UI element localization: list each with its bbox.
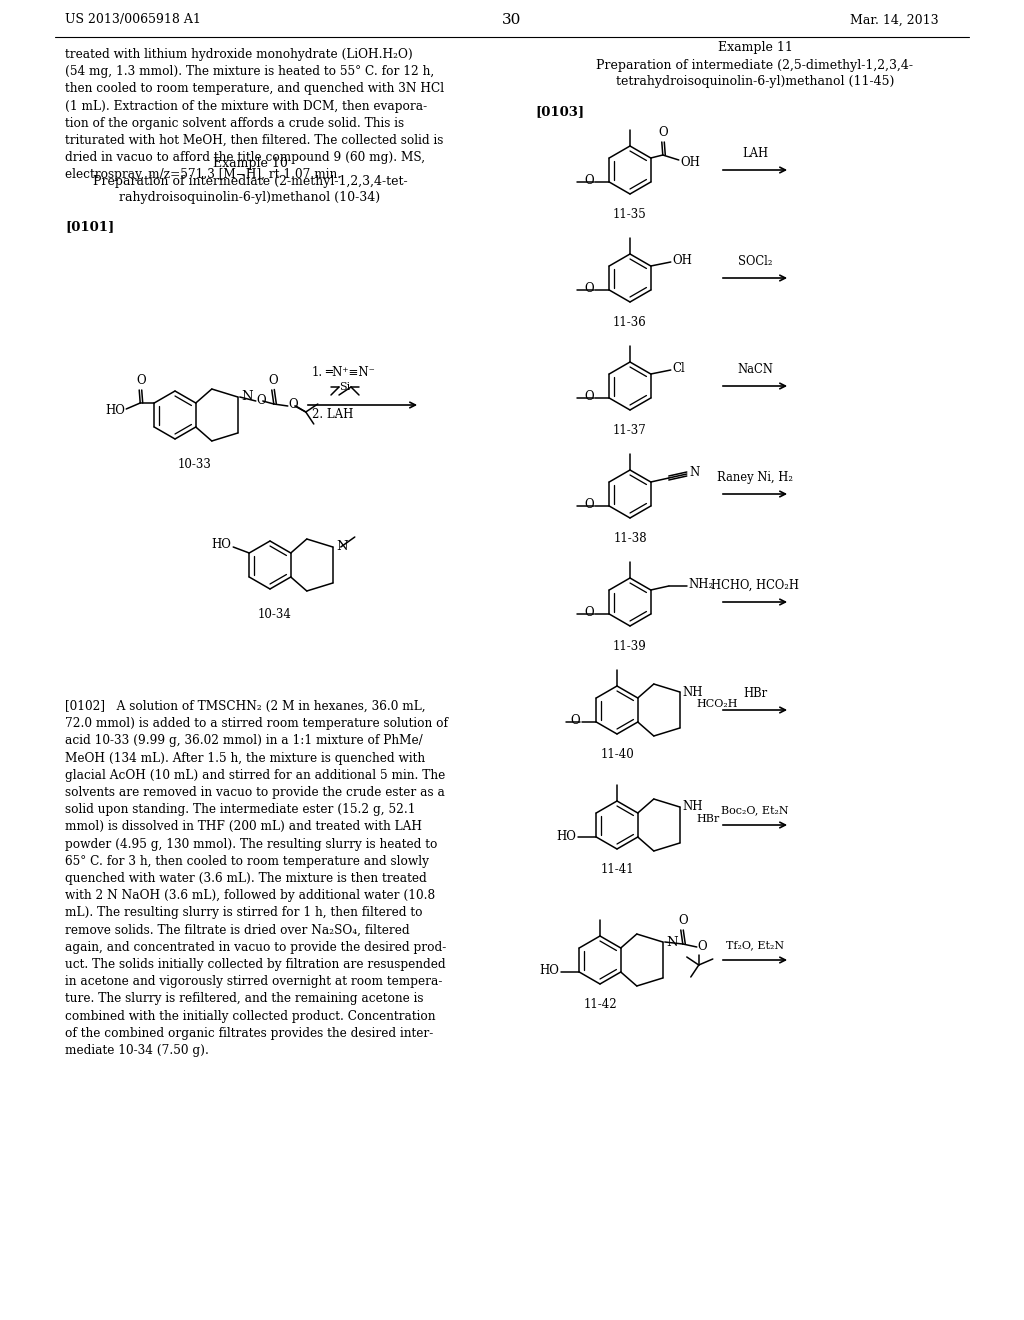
Text: SOCl₂: SOCl₂ (737, 255, 772, 268)
Text: HCHO, HCO₂H: HCHO, HCO₂H (711, 579, 799, 591)
Text: 11-37: 11-37 (613, 424, 647, 437)
Text: Mar. 14, 2013: Mar. 14, 2013 (850, 13, 939, 26)
Text: LAH: LAH (742, 147, 768, 160)
Text: Tf₂O, Et₂N: Tf₂O, Et₂N (726, 940, 784, 950)
Text: treated with lithium hydroxide monohydrate (LiOH.H₂O)
(54 mg, 1.3 mmol). The mix: treated with lithium hydroxide monohydra… (65, 48, 444, 181)
Text: Preparation of intermediate (2-methyl-1,2,3,4-tet-: Preparation of intermediate (2-methyl-1,… (93, 176, 408, 189)
Text: NH: NH (683, 800, 703, 813)
Text: NaCN: NaCN (737, 363, 773, 376)
Text: O: O (585, 174, 594, 187)
Text: O: O (697, 940, 708, 953)
Text: OH: OH (681, 156, 700, 169)
Text: NH₂: NH₂ (689, 578, 714, 590)
Text: N: N (667, 936, 679, 949)
Text: [0102]   A solution of TMSCHN₂ (2 M in hexanes, 36.0 mL,
72.0 mmol) is added to : [0102] A solution of TMSCHN₂ (2 M in hex… (65, 700, 449, 1057)
Text: HBr: HBr (696, 814, 720, 824)
Text: Raney Ni, H₂: Raney Ni, H₂ (717, 471, 793, 484)
Text: 11-42: 11-42 (584, 998, 616, 1011)
Text: tetrahydroisoquinolin-6-yl)methanol (11-45): tetrahydroisoquinolin-6-yl)methanol (11-… (615, 75, 894, 88)
Text: HO: HO (540, 965, 559, 978)
Text: US 2013/0065918 A1: US 2013/0065918 A1 (65, 13, 201, 26)
Text: N: N (337, 540, 348, 553)
Text: Example 10: Example 10 (213, 157, 288, 170)
Text: O: O (585, 606, 594, 619)
Text: NH: NH (683, 685, 703, 698)
Text: O: O (678, 913, 687, 927)
Text: 2. LAH: 2. LAH (312, 408, 353, 421)
Text: HO: HO (556, 829, 577, 842)
Text: Preparation of intermediate (2,5-dimethyl-1,2,3,4-: Preparation of intermediate (2,5-dimethy… (597, 59, 913, 73)
Text: 11-40: 11-40 (600, 748, 634, 762)
Text: Si: Si (339, 381, 350, 392)
Text: O: O (257, 393, 266, 407)
Text: N: N (242, 389, 253, 403)
Text: 1.: 1. (312, 367, 324, 380)
Text: O: O (585, 499, 594, 511)
Text: O: O (268, 374, 278, 387)
Text: Example 11: Example 11 (718, 41, 793, 54)
Text: 11-39: 11-39 (613, 640, 647, 653)
Text: 10-33: 10-33 (178, 458, 212, 471)
Text: O: O (136, 374, 145, 387)
Text: 11-35: 11-35 (613, 209, 647, 220)
Text: OH: OH (673, 255, 692, 268)
Text: O: O (289, 399, 298, 412)
Text: 30: 30 (503, 13, 521, 26)
Text: [0103]: [0103] (535, 106, 584, 117)
Text: ═N⁺≡N⁻: ═N⁺≡N⁻ (325, 367, 375, 380)
Text: O: O (658, 125, 668, 139)
Text: HO: HO (211, 539, 231, 552)
Text: N: N (690, 466, 700, 479)
Text: Cl: Cl (673, 363, 685, 375)
Text: O: O (585, 282, 594, 296)
Text: O: O (585, 391, 594, 404)
Text: HBr: HBr (743, 686, 767, 700)
Text: HCO₂H: HCO₂H (696, 700, 738, 709)
Text: 11-38: 11-38 (613, 532, 647, 545)
Text: O: O (570, 714, 581, 727)
Text: 10-34: 10-34 (258, 609, 292, 620)
Text: Boc₂O, Et₂N: Boc₂O, Et₂N (721, 805, 788, 814)
Text: rahydroisoquinolin-6-yl)methanol (10-34): rahydroisoquinolin-6-yl)methanol (10-34) (120, 191, 381, 205)
Text: HO: HO (105, 404, 125, 417)
Text: 11-41: 11-41 (600, 863, 634, 876)
Text: 11-36: 11-36 (613, 315, 647, 329)
Text: [0101]: [0101] (65, 220, 115, 234)
